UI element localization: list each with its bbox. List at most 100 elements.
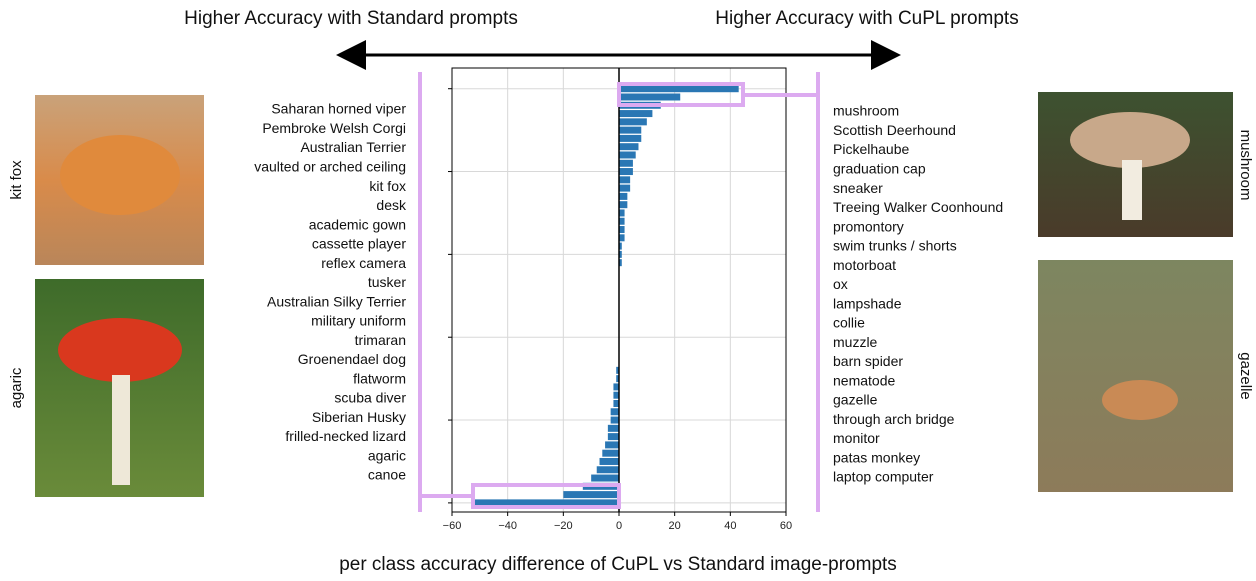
bar: [619, 259, 622, 267]
bar: [619, 151, 636, 159]
class-label: flatworm: [353, 370, 406, 386]
class-label: vaulted or arched ceiling: [254, 158, 406, 174]
bar: [610, 416, 619, 424]
class-label: Australian Terrier: [300, 139, 406, 155]
bar: [619, 118, 647, 126]
class-label: through arch bridge: [833, 411, 955, 427]
bar: [619, 192, 628, 200]
bar: [619, 201, 628, 209]
bar: [619, 176, 631, 184]
mushroom-cap: [1070, 112, 1190, 168]
x-tick-label: −20: [554, 520, 573, 532]
bar: [616, 375, 619, 383]
class-label: trimaran: [355, 332, 406, 348]
class-label: barn spider: [833, 353, 903, 369]
class-label: graduation cap: [833, 160, 926, 176]
class-label: monitor: [833, 430, 880, 446]
class-label: cassette player: [312, 236, 406, 252]
bar: [619, 159, 633, 167]
class-label: Groenendael dog: [298, 351, 406, 367]
bar: [619, 126, 642, 134]
bar: [607, 424, 619, 432]
class-label: swim trunks / shorts: [833, 238, 957, 254]
class-label: canoe: [368, 467, 406, 483]
bar: [619, 85, 739, 93]
bar: [607, 433, 619, 441]
class-label: military uniform: [311, 313, 406, 329]
image-label: gazelle: [1237, 352, 1254, 400]
bar: [619, 143, 639, 151]
image-label: agaric: [8, 367, 25, 408]
x-tick-label: 20: [669, 520, 681, 532]
plot-frame: [451, 67, 787, 513]
class-label: Pickelhaube: [833, 141, 909, 157]
class-label: laptop computer: [833, 469, 934, 485]
bar: [619, 250, 622, 258]
class-label: reflex camera: [321, 255, 406, 271]
class-label: patas monkey: [833, 449, 920, 465]
class-label: muzzle: [833, 334, 878, 350]
class-label: scuba diver: [334, 390, 406, 406]
class-label: lampshade: [833, 295, 902, 311]
x-tick-label: 0: [616, 520, 622, 532]
class-label: kit fox: [369, 178, 406, 194]
highlight-brackets: [418, 72, 820, 512]
bar: [619, 209, 625, 217]
class-label: Australian Silky Terrier: [267, 293, 406, 309]
class-label: frilled-necked lizard: [285, 428, 406, 444]
bar: [619, 242, 622, 250]
bar: [619, 168, 633, 176]
right-header: Higher Accuracy with CuPL prompts: [715, 8, 1018, 29]
agaric-cap: [58, 318, 182, 382]
fox-shape: [60, 135, 180, 215]
gazelle-body: [1102, 380, 1178, 420]
bar: [616, 366, 619, 374]
class-label: desk: [376, 197, 407, 213]
bar: [619, 134, 642, 142]
x-tick-label: 40: [724, 520, 736, 532]
class-label: promontory: [833, 218, 904, 234]
bar: [619, 93, 681, 101]
class-label: Saharan horned viper: [271, 101, 406, 117]
plot: −60 −40 −20 0 20 40 60: [443, 67, 792, 532]
x-tick-label: −40: [498, 520, 517, 532]
class-label: sneaker: [833, 180, 883, 196]
bar: [563, 491, 619, 499]
class-label: Siberian Husky: [312, 409, 406, 425]
bar: [596, 466, 619, 474]
class-label: tusker: [368, 274, 406, 290]
bar: [613, 383, 619, 391]
class-label: gazelle: [833, 392, 878, 408]
class-label: Pembroke Welsh Corgi: [262, 120, 406, 136]
class-label: collie: [833, 315, 865, 331]
x-tick-label: −60: [443, 520, 462, 532]
class-label: nematode: [833, 372, 895, 388]
mushroom-stem: [1122, 160, 1142, 220]
x-tick-label: 60: [780, 520, 792, 532]
bar: [619, 234, 625, 242]
bar: [602, 449, 619, 457]
bar: [599, 457, 619, 465]
bar: [613, 391, 619, 399]
image-label: mushroom: [1237, 130, 1254, 201]
bar: [613, 399, 619, 407]
class-label: agaric: [368, 447, 406, 463]
gazelle-image: [1038, 260, 1233, 492]
bar: [619, 217, 625, 225]
bar: [474, 499, 619, 507]
image-label: kit fox: [8, 160, 25, 200]
class-label: academic gown: [309, 216, 406, 232]
class-label: mushroom: [833, 103, 899, 119]
bar: [605, 441, 619, 449]
x-axis-title: per class accuracy difference of CuPL vs…: [339, 554, 897, 575]
bar: [610, 408, 619, 416]
class-label: motorboat: [833, 257, 896, 273]
bar: [619, 184, 631, 192]
class-label: Scottish Deerhound: [833, 122, 956, 138]
class-label: Treeing Walker Coonhound: [833, 199, 1003, 215]
agaric-stem: [112, 375, 130, 485]
bar: [619, 226, 625, 234]
bar: [591, 474, 619, 482]
